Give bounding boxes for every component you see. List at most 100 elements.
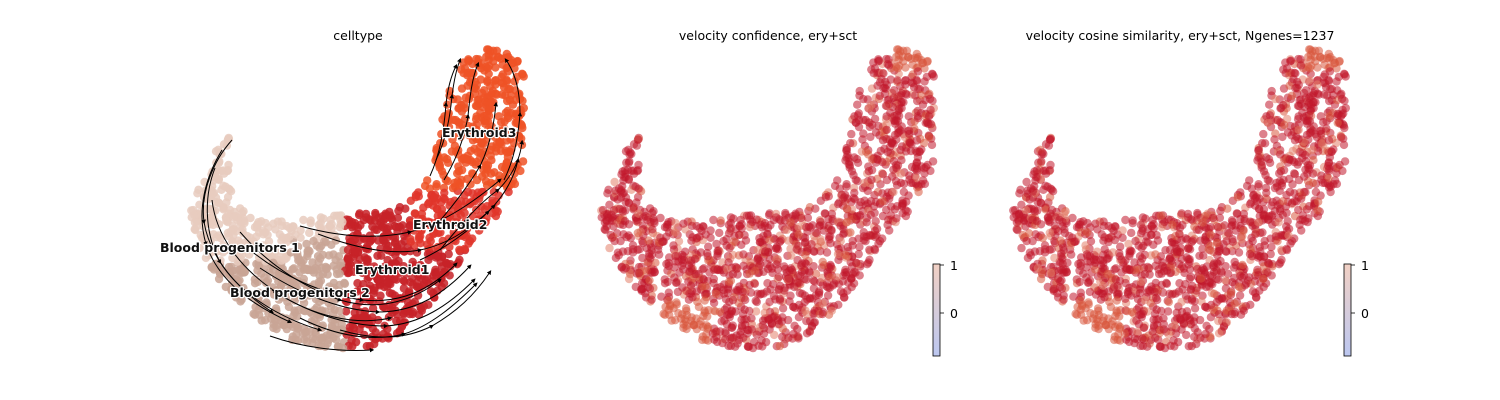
cell-point xyxy=(1149,220,1158,229)
cell-point xyxy=(709,215,718,225)
cell-point xyxy=(303,265,312,274)
cell-point xyxy=(483,45,492,54)
cell-point xyxy=(681,304,691,313)
cell-point xyxy=(854,249,863,259)
cell-point xyxy=(238,268,247,277)
cell-point xyxy=(768,268,777,278)
cell-point xyxy=(1083,218,1092,228)
cell-point xyxy=(687,256,696,265)
cell-point xyxy=(1239,306,1249,315)
cell-point xyxy=(1271,232,1281,241)
cell-point xyxy=(826,260,835,270)
cell-point xyxy=(1265,158,1275,167)
cell-point xyxy=(443,100,452,109)
cell-point xyxy=(867,175,876,185)
cell-point xyxy=(876,146,885,156)
cell-point xyxy=(901,63,910,72)
label-erythroid1: Erythroid1 xyxy=(355,262,429,277)
cell-point xyxy=(1242,279,1251,288)
cell-point xyxy=(1254,182,1263,191)
cell-point xyxy=(1234,248,1244,257)
cell-point xyxy=(655,250,664,259)
cell-point xyxy=(1214,310,1224,319)
cell-point xyxy=(611,253,621,263)
cell-point xyxy=(873,155,882,164)
cell-point xyxy=(503,96,512,106)
panel-title-velocity-confidence: velocity confidence, ery+sct xyxy=(679,28,857,43)
cell-point xyxy=(639,213,648,222)
cell-point xyxy=(1097,289,1106,298)
cell-point xyxy=(1206,313,1216,322)
cell-point xyxy=(626,148,635,157)
cell-point xyxy=(393,213,403,222)
cell-point xyxy=(1201,329,1210,339)
cell-point xyxy=(1125,337,1134,347)
cell-point xyxy=(709,278,718,288)
cell-point xyxy=(605,243,614,253)
cell-point xyxy=(902,197,911,206)
cell-point xyxy=(1326,187,1335,197)
cell-point xyxy=(1104,234,1113,243)
cell-point xyxy=(1277,103,1286,113)
cell-point xyxy=(726,213,736,222)
cell-point xyxy=(821,193,830,202)
cell-point xyxy=(1206,271,1215,280)
cell-point xyxy=(437,129,446,139)
cell-point xyxy=(778,304,788,313)
cell-point xyxy=(376,218,385,227)
cell-point xyxy=(194,185,203,194)
cell-point xyxy=(913,96,922,106)
colorbar-tick-label-0: 0 xyxy=(950,306,958,321)
cell-point xyxy=(1276,167,1286,176)
cell-point xyxy=(302,239,311,249)
cell-point xyxy=(1076,296,1085,305)
cell-point xyxy=(1340,96,1349,106)
cell-point xyxy=(881,77,890,87)
cell-point xyxy=(440,188,449,197)
cell-point xyxy=(1314,197,1323,206)
cell-point xyxy=(288,332,297,341)
velocity-cosine-similarity-panel: velocity cosine similarity, ery+sct, Nge… xyxy=(1009,28,1369,357)
cell-point xyxy=(864,167,874,176)
cell-point xyxy=(1127,228,1136,238)
cell-point xyxy=(872,231,881,240)
cell-point xyxy=(864,150,873,159)
cell-point xyxy=(801,251,810,260)
cell-point xyxy=(625,157,634,166)
cell-point xyxy=(1265,100,1274,109)
cell-point xyxy=(1198,218,1207,227)
cell-point xyxy=(755,256,764,265)
cell-point xyxy=(1196,274,1206,283)
cell-point xyxy=(912,158,921,168)
cell-point xyxy=(889,86,899,95)
cell-point xyxy=(663,277,672,287)
cell-point xyxy=(1234,282,1244,291)
cell-point xyxy=(1153,295,1162,305)
celltype-panel: celltype Blood progenitors 1 Blood proge… xyxy=(159,28,528,353)
cell-point xyxy=(878,136,888,145)
cell-point xyxy=(415,235,424,244)
cell-point xyxy=(1218,294,1227,303)
cell-point xyxy=(1021,222,1030,231)
cell-point xyxy=(1313,63,1322,72)
cell-point xyxy=(293,252,302,261)
cell-point xyxy=(757,336,766,345)
cell-point xyxy=(214,199,224,208)
cell-point xyxy=(316,334,325,343)
cell-point xyxy=(1057,276,1066,285)
cell-point xyxy=(1036,274,1046,284)
cell-point xyxy=(680,247,690,256)
cell-point xyxy=(1162,279,1172,288)
cell-point xyxy=(1099,221,1109,231)
cell-point xyxy=(1121,278,1130,288)
cell-point xyxy=(1204,245,1213,254)
cell-point xyxy=(696,248,706,257)
cell-point xyxy=(1263,258,1273,267)
cell-point xyxy=(1123,289,1133,299)
cell-point xyxy=(692,234,701,243)
cell-point xyxy=(1118,226,1127,235)
cell-point xyxy=(1059,295,1068,304)
cell-point xyxy=(855,86,864,96)
cell-point xyxy=(334,211,344,220)
cell-point xyxy=(1274,218,1283,227)
